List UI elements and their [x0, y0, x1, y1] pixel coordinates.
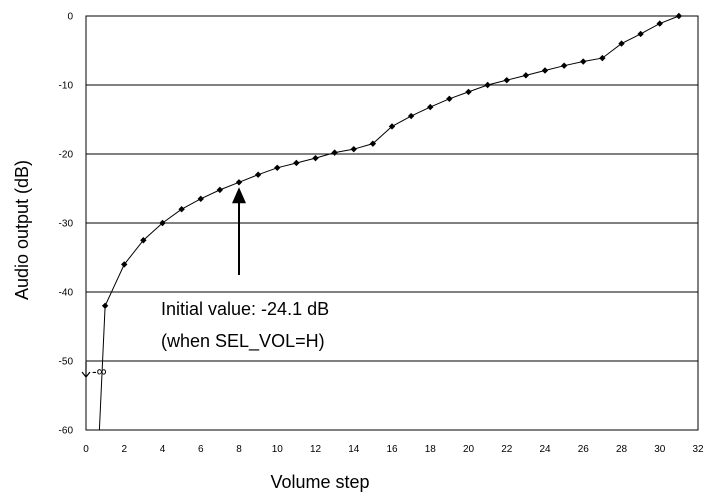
data-point	[637, 30, 644, 38]
data-point	[178, 206, 185, 213]
data-point	[121, 261, 128, 268]
y-tick-label: -10	[59, 81, 74, 92]
neg-inf-label: -∞	[92, 363, 107, 379]
x-tick-labels: 0 2 4 6 8 10 12 14 16 18 20 22 24 26 28 30 32	[83, 444, 704, 455]
data-point	[369, 140, 377, 147]
data-point	[350, 145, 357, 153]
y-tick-label: -30	[59, 219, 74, 230]
data-point	[407, 112, 415, 120]
data-point	[274, 164, 281, 171]
y-axis-title: Audio output (dB)	[12, 160, 32, 300]
annotation-arrowhead	[232, 187, 246, 204]
x-tick-label: 4	[160, 444, 166, 455]
data-point	[656, 20, 663, 27]
data-point	[312, 154, 319, 162]
x-tick-label: 12	[310, 444, 322, 455]
data-point	[293, 159, 300, 167]
y-tick-label: 0	[67, 12, 73, 23]
grid-lines	[86, 84, 698, 362]
annotation-line-1: Initial value: -24.1 dB	[161, 299, 329, 319]
data-point	[522, 72, 530, 79]
data-point	[101, 302, 109, 309]
data-point	[560, 62, 568, 69]
data-point	[541, 67, 549, 74]
x-tick-label: 26	[578, 444, 590, 455]
x-tick-label: 18	[425, 444, 437, 455]
data-point	[140, 237, 147, 244]
x-tick-label: 10	[272, 444, 284, 455]
x-tick-label: 22	[501, 444, 513, 455]
data-point	[580, 58, 587, 65]
data-point	[599, 54, 606, 62]
y-tick-labels: 0 -10 -20 -30 -40 -50 -60	[59, 12, 74, 437]
data-point	[427, 103, 434, 111]
data-point	[446, 95, 453, 102]
y-tick-label: -40	[59, 288, 74, 299]
x-tick-label: 6	[198, 444, 204, 455]
neg-inf-arrowhead	[81, 371, 91, 378]
x-tick-label: 20	[463, 444, 475, 455]
series-group	[98, 12, 683, 431]
x-tick-label: 32	[692, 444, 704, 455]
x-tick-label: 0	[83, 444, 89, 455]
x-tick-label: 28	[616, 444, 628, 455]
annotation-line-2: (when SEL_VOL=H)	[161, 331, 325, 352]
data-point	[618, 40, 625, 47]
x-tick-label: 30	[654, 444, 666, 455]
annotation-group: Initial value: -24.1 dB (when SEL_VOL=H) -…	[81, 187, 329, 379]
y-tick-label: -20	[59, 150, 74, 161]
data-point	[675, 12, 683, 20]
y-tick-label: -50	[59, 357, 74, 368]
data-point	[484, 81, 491, 89]
data-point	[216, 186, 224, 194]
neg-inf-drop-line	[98, 305, 106, 431]
data-point	[235, 179, 243, 186]
x-axis-title: Volume step	[270, 472, 369, 492]
data-point	[331, 149, 338, 156]
x-tick-label: 14	[348, 444, 360, 455]
data-point	[503, 76, 510, 84]
y-tick-label: -60	[59, 426, 74, 437]
x-tick-label: 24	[539, 444, 551, 455]
x-tick-label: 2	[121, 444, 127, 455]
data-point	[254, 171, 262, 178]
data-point	[159, 219, 166, 227]
data-point	[465, 88, 472, 96]
data-point	[197, 195, 204, 203]
x-tick-label: 8	[236, 444, 242, 455]
data-point	[388, 123, 396, 130]
x-tick-label: 16	[386, 444, 398, 455]
